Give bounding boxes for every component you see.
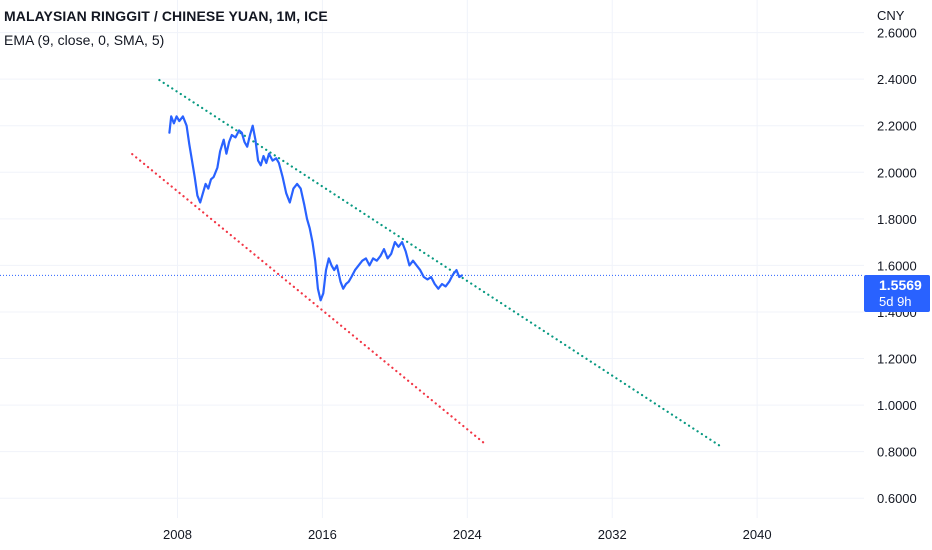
price-line — [168, 115, 463, 302]
y-tick-label: 2.6000 — [877, 26, 917, 41]
x-tick-label: 2008 — [163, 527, 192, 542]
last-price-value: 1.5569 — [879, 277, 922, 293]
x-tick-label: 2024 — [453, 527, 482, 542]
last-price-tag[interactable]: 1.5569 5d 9h — [864, 275, 930, 312]
y-tick-label: 2.4000 — [877, 72, 917, 87]
currency-label: CNY — [877, 8, 905, 23]
x-axis: 2008 2016 2024 2032 2040 — [163, 527, 772, 542]
x-tick-label: 2032 — [598, 527, 627, 542]
lower-trendline — [131, 153, 487, 446]
chart-title: MALAYSIAN RINGGIT / CHINESE YUAN, 1M, IC… — [4, 8, 328, 24]
upper-trendline — [158, 78, 723, 448]
indicator-label: EMA (9, close, 0, SMA, 5) — [4, 32, 165, 48]
y-axis: 2.60002.40002.20002.00001.80001.60001.40… — [877, 26, 917, 507]
y-tick-label: 2.2000 — [877, 119, 917, 134]
grid — [0, 0, 864, 518]
y-tick-label: 1.0000 — [877, 398, 917, 413]
y-tick-label: 0.8000 — [877, 445, 917, 460]
y-tick-label: 0.6000 — [877, 491, 917, 506]
y-tick-label: 1.2000 — [877, 352, 917, 367]
y-tick-label: 1.6000 — [877, 258, 917, 273]
bar-countdown: 5d 9h — [879, 294, 912, 309]
trendlines — [131, 78, 723, 448]
x-tick-label: 2040 — [743, 527, 772, 542]
y-tick-label: 1.8000 — [877, 212, 917, 227]
y-tick-label: 2.0000 — [877, 165, 917, 180]
x-tick-label: 2016 — [308, 527, 337, 542]
